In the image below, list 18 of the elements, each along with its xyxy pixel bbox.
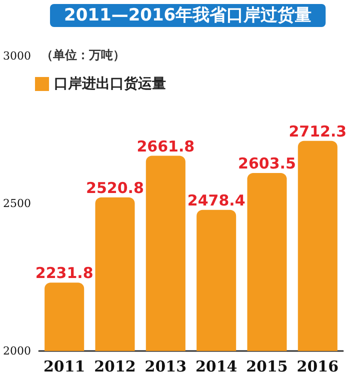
y-tick-label: 2500: [2, 197, 31, 210]
x-tick-label: 2016: [296, 358, 339, 376]
y-tick-label: 3000: [2, 50, 31, 62]
x-tick-label: 2013: [144, 358, 187, 376]
data-label: 2478.4: [187, 191, 246, 210]
y-tick-label: 2000: [2, 344, 31, 358]
x-tick-label: 2012: [94, 358, 136, 376]
x-tick-label: 2015: [246, 358, 288, 376]
chart-title: 2011—2016年我省口岸过货量: [64, 6, 312, 26]
x-tick-label: 2011: [43, 358, 86, 376]
chart-subtitle: （单位：万吨）: [41, 48, 125, 62]
data-label: 2520.8: [86, 178, 144, 197]
data-label: 2603.5: [238, 154, 296, 172]
legend-label: 口岸进出口货运量: [54, 76, 166, 92]
x-tick-label: 2014: [195, 358, 238, 376]
data-label: 2712.3: [288, 122, 347, 140]
data-label: 2661.8: [136, 137, 195, 156]
data-label: 2231.8: [35, 264, 94, 282]
